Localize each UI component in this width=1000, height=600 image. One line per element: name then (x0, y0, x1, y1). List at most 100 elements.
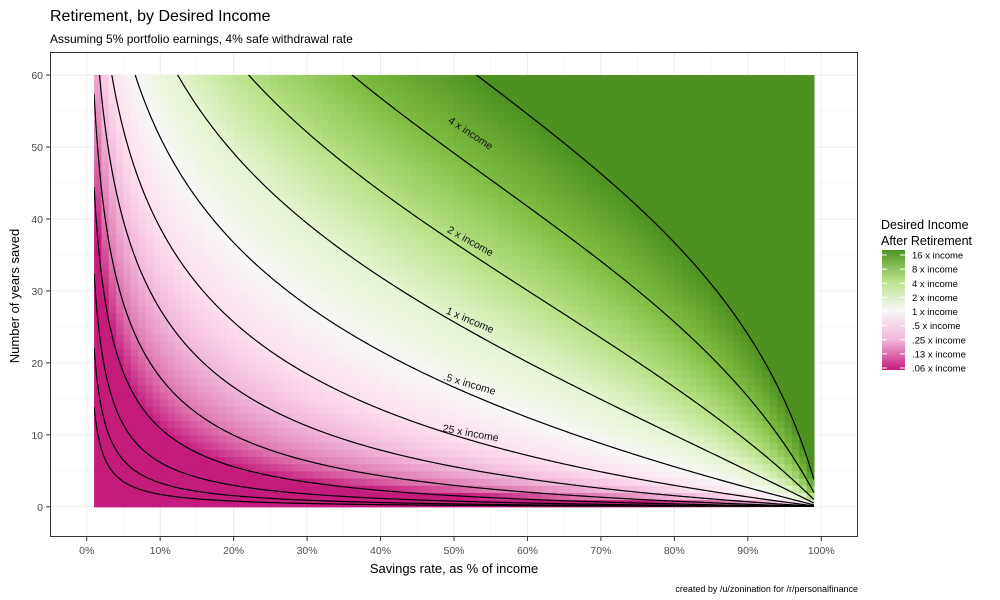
heatmap-cell (578, 269, 587, 278)
heatmap-cell (145, 312, 154, 321)
heatmap-cell (402, 168, 411, 177)
heatmap-cell (277, 168, 286, 177)
heatmap-cell (608, 326, 617, 335)
heatmap-cell (637, 190, 646, 198)
heatmap-cell (556, 298, 565, 306)
heatmap-cell (351, 75, 360, 83)
heatmap-cell (461, 168, 470, 177)
heatmap-cell (402, 348, 411, 357)
heatmap-cell (108, 89, 117, 98)
heatmap-cell (622, 276, 631, 285)
heatmap-cell (189, 254, 198, 263)
heatmap-cell (373, 326, 382, 335)
heatmap-cell (578, 240, 587, 249)
heatmap-cell (564, 370, 573, 378)
heatmap-cell (292, 463, 301, 472)
heatmap-cell (476, 247, 484, 256)
heatmap-cell (226, 449, 235, 458)
heatmap-cell (365, 406, 374, 414)
heatmap-cell (373, 254, 382, 263)
heatmap-cell (307, 477, 316, 486)
heatmap-cell (365, 103, 374, 112)
heatmap-cell (314, 413, 323, 422)
heatmap-cell (263, 254, 271, 263)
heatmap-cell (387, 168, 396, 177)
heatmap-cell (94, 420, 103, 429)
heatmap-cell (439, 204, 448, 213)
heatmap-cell (329, 312, 338, 321)
heatmap-cell (174, 298, 183, 306)
heatmap-cell (292, 168, 301, 177)
heatmap-cell (490, 384, 499, 393)
heatmap-cell (667, 89, 675, 98)
heatmap-cell (233, 434, 242, 443)
heatmap-cell (498, 276, 507, 285)
heatmap-cell (556, 362, 565, 371)
heatmap-cell (204, 355, 213, 364)
heatmap-cell (351, 190, 360, 198)
heatmap-cell (145, 456, 154, 465)
heatmap-cell (174, 146, 183, 155)
heatmap-cell (226, 269, 235, 278)
heatmap-cell (218, 398, 227, 407)
heatmap-cell (667, 391, 675, 400)
heatmap-cell (233, 362, 242, 371)
heatmap-cell (564, 283, 573, 292)
heatmap-cell (101, 82, 110, 91)
heatmap-cell (277, 485, 286, 493)
heatmap-cell (439, 420, 448, 429)
heatmap-cell (94, 226, 103, 234)
heatmap-cell (343, 125, 352, 134)
heatmap-cell (204, 132, 213, 141)
heatmap-cell (182, 377, 191, 386)
heatmap-cell (417, 312, 426, 321)
heatmap-cell (218, 125, 227, 134)
heatmap-cell (578, 305, 587, 314)
heatmap-cell (285, 161, 293, 170)
heatmap-cell (689, 355, 697, 364)
heatmap-cell (578, 103, 587, 112)
heatmap-cell (123, 132, 132, 141)
heatmap-cell (321, 139, 330, 148)
heatmap-cell (196, 406, 205, 414)
heatmap-cell (116, 89, 125, 98)
heatmap-cell (351, 154, 360, 162)
heatmap-cell (123, 406, 132, 414)
heatmap-cell (520, 182, 529, 191)
heatmap-cell (454, 204, 462, 213)
heatmap-cell (644, 111, 653, 119)
heatmap-cell (534, 111, 543, 119)
heatmap-cell (167, 362, 176, 371)
heatmap-cell (659, 470, 668, 479)
heatmap-cell (439, 348, 448, 357)
heatmap-cell (255, 254, 264, 263)
heatmap-cell (402, 406, 411, 414)
heatmap-cell (108, 211, 117, 220)
heatmap-cell (608, 204, 617, 213)
heatmap-cell (454, 326, 462, 335)
heatmap-cell (314, 341, 323, 350)
heatmap-cell (138, 254, 147, 263)
heatmap-cell (307, 175, 316, 184)
heatmap-cell (402, 341, 411, 350)
heatmap-cell (608, 182, 617, 191)
heatmap-cell (564, 442, 573, 450)
heatmap-cell (622, 111, 631, 119)
heatmap-cell (615, 118, 624, 126)
heatmap-cell (622, 305, 631, 314)
heatmap-cell (292, 75, 301, 83)
heatmap-cell (615, 499, 624, 508)
heatmap-cell (439, 290, 448, 299)
heatmap-cell (549, 377, 558, 386)
heatmap-cell (439, 355, 448, 364)
heatmap-cell (571, 269, 580, 278)
heatmap-cell (409, 449, 418, 458)
heatmap-cell (424, 449, 433, 458)
heatmap-cell (681, 218, 690, 227)
heatmap-cell (373, 434, 382, 443)
heatmap-cell (299, 290, 308, 299)
heatmap-cell (204, 334, 213, 342)
heatmap-cell (608, 355, 617, 364)
heatmap-cell (667, 398, 675, 407)
heatmap-cell (520, 326, 529, 335)
